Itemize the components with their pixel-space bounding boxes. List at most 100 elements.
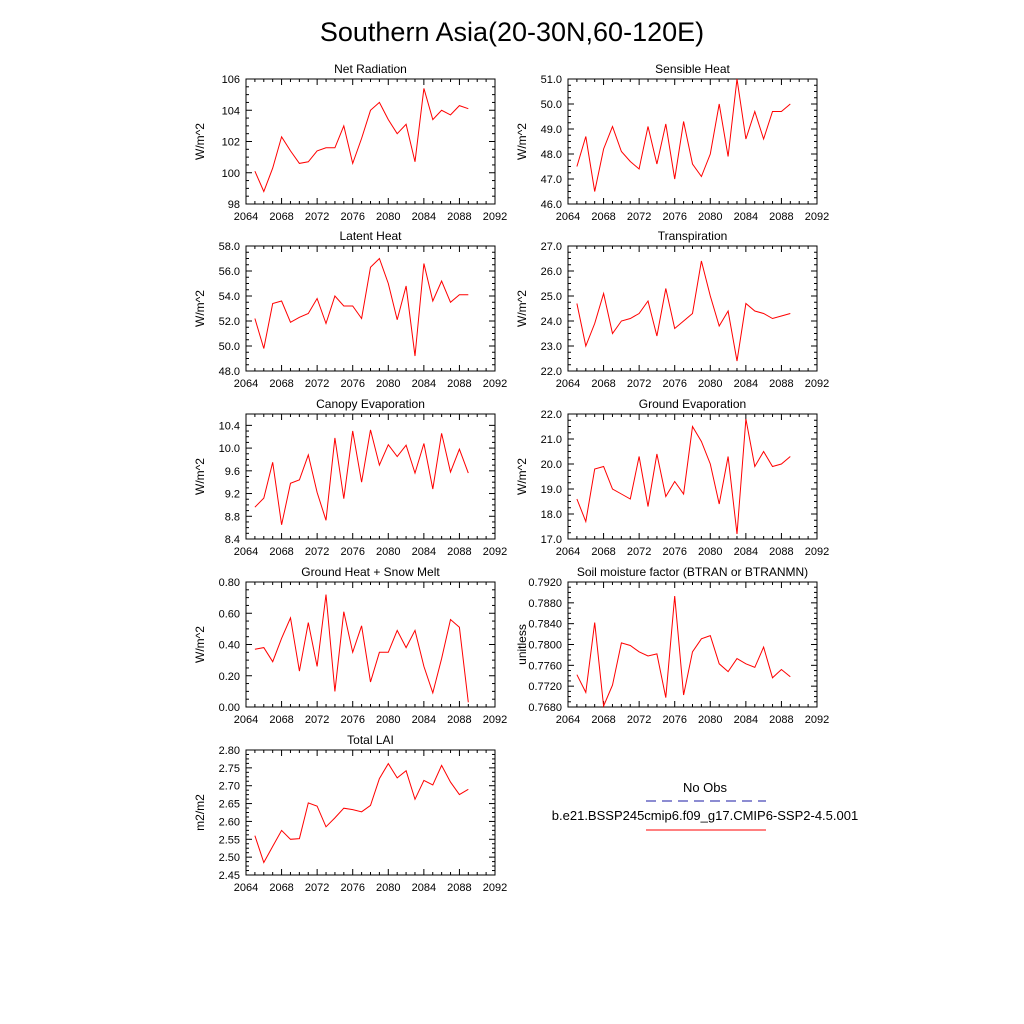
y-axis-label: W/m^2: [193, 123, 207, 160]
x-tick-label: 2092: [483, 546, 507, 558]
legend: No Obs b.e21.BSSP245cmip6.f09_g17.CMIP6-…: [552, 780, 858, 831]
x-tick-label: 2068: [269, 714, 293, 726]
x-tick-label: 2076: [340, 714, 364, 726]
panel-title: Latent Heat: [339, 229, 402, 243]
y-tick-label: 106: [222, 74, 240, 86]
panels: Net Radiation 2064 2068 2072 2076 2080 2084 208…: [193, 62, 829, 894]
x-tick-label: 2080: [376, 378, 400, 390]
x-tick-label: 2088: [447, 378, 471, 390]
x-tick-label: 2076: [662, 546, 686, 558]
x-tick-label: 2076: [340, 882, 364, 894]
y-tick-label: 58.0: [219, 241, 240, 253]
x-tick-label: 2064: [234, 378, 258, 390]
chart-panel: Ground Evaporation 2064 2068 2072 2076 2080 20…: [515, 397, 829, 558]
y-tick-label: 50.0: [219, 341, 240, 353]
x-tick-label: 2084: [734, 211, 758, 223]
y-tick-label: 0.7840: [528, 619, 562, 631]
y-tick-label: 23.0: [541, 341, 562, 353]
y-tick-label: 47.0: [541, 174, 562, 186]
y-tick-label: 2.70: [219, 781, 240, 793]
panel-title: Sensible Heat: [655, 62, 730, 76]
x-tick-label: 2072: [305, 714, 329, 726]
panel-title: Transpiration: [658, 229, 728, 243]
y-tick-label: 0.20: [219, 671, 240, 683]
x-tick-label: 2088: [447, 211, 471, 223]
legend-obs-label: No Obs: [683, 780, 728, 795]
x-tick-label: 2076: [340, 211, 364, 223]
x-tick-label: 2080: [376, 882, 400, 894]
y-tick-label: 0.7800: [528, 640, 562, 652]
x-tick-label: 2092: [483, 882, 507, 894]
x-tick-label: 2068: [591, 714, 615, 726]
x-tick-label: 2084: [734, 378, 758, 390]
x-tick-label: 2080: [698, 714, 722, 726]
x-tick-label: 2064: [556, 546, 580, 558]
y-tick-label: 20.0: [541, 459, 562, 471]
x-tick-label: 2092: [805, 211, 829, 223]
y-axis-label: W/m^2: [515, 458, 529, 495]
x-tick-label: 2068: [269, 378, 293, 390]
x-tick-label: 2076: [662, 378, 686, 390]
x-tick-label: 2092: [805, 378, 829, 390]
legend-model-label: b.e21.BSSP245cmip6.f09_g17.CMIP6-SSP2-4.…: [552, 808, 858, 823]
x-tick-label: 2088: [769, 211, 793, 223]
x-tick-label: 2092: [483, 211, 507, 223]
x-tick-label: 2072: [627, 378, 651, 390]
x-tick-label: 2080: [698, 378, 722, 390]
y-tick-label: 2.75: [219, 763, 240, 775]
series-line: [254, 594, 469, 703]
series-line: [576, 596, 791, 708]
panel-title: Net Radiation: [334, 62, 407, 76]
chart-panel: Latent Heat 2064 2068 2072 2076 2080 2084 2088 2…: [193, 229, 507, 390]
x-tick-label: 2080: [376, 546, 400, 558]
panel-title: Ground Evaporation: [639, 397, 746, 411]
y-tick-label: 17.0: [541, 534, 562, 546]
y-tick-label: 26.0: [541, 266, 562, 278]
y-axis-label: m2/m2: [193, 794, 207, 831]
x-tick-label: 2084: [412, 546, 436, 558]
x-tick-label: 2084: [412, 714, 436, 726]
y-axis-label: W/m^2: [193, 626, 207, 663]
y-tick-label: 2.80: [219, 745, 240, 757]
y-tick-label: 0.7880: [528, 598, 562, 610]
x-tick-label: 2088: [447, 882, 471, 894]
plot-frame: [245, 78, 496, 205]
x-tick-label: 2080: [698, 211, 722, 223]
y-tick-label: 22.0: [541, 366, 562, 378]
y-tick-label: 2.65: [219, 799, 240, 811]
y-tick-label: 0.7720: [528, 681, 562, 693]
y-tick-label: 2.50: [219, 852, 240, 864]
x-tick-label: 2068: [591, 378, 615, 390]
x-tick-label: 2068: [269, 882, 293, 894]
x-tick-label: 2092: [483, 378, 507, 390]
plot-frame: [245, 245, 496, 372]
x-tick-label: 2064: [556, 714, 580, 726]
x-tick-label: 2064: [234, 714, 258, 726]
y-axis-label: W/m^2: [515, 290, 529, 327]
y-axis-label: W/m^2: [193, 290, 207, 327]
x-tick-label: 2068: [269, 211, 293, 223]
y-tick-label: 0.7920: [528, 577, 562, 589]
x-tick-label: 2088: [769, 714, 793, 726]
x-tick-label: 2084: [734, 714, 758, 726]
y-tick-label: 18.0: [541, 509, 562, 521]
x-tick-label: 2088: [447, 546, 471, 558]
y-tick-label: 52.0: [219, 316, 240, 328]
y-tick-label: 9.6: [225, 466, 240, 478]
x-tick-label: 2076: [340, 378, 364, 390]
y-tick-label: 98: [228, 199, 240, 211]
x-tick-label: 2068: [591, 546, 615, 558]
y-tick-label: 46.0: [541, 199, 562, 211]
x-tick-label: 2064: [234, 211, 258, 223]
figure-title: Southern Asia(20-30N,60-120E): [320, 17, 704, 47]
plot-frame: [245, 749, 496, 876]
y-tick-label: 49.0: [541, 124, 562, 136]
x-tick-label: 2064: [234, 882, 258, 894]
series-line: [254, 88, 469, 193]
x-tick-label: 2068: [269, 546, 293, 558]
y-tick-label: 104: [222, 105, 240, 117]
series-line: [254, 429, 469, 525]
y-tick-label: 51.0: [541, 74, 562, 86]
x-tick-label: 2072: [627, 211, 651, 223]
x-tick-label: 2080: [376, 714, 400, 726]
